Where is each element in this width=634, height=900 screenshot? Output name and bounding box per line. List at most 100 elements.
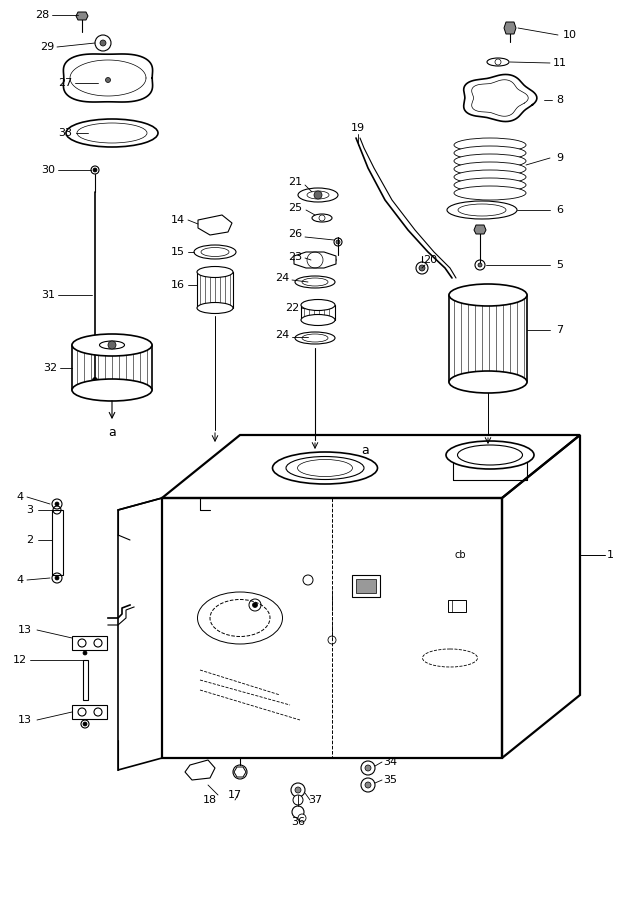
Circle shape	[252, 602, 257, 608]
Polygon shape	[504, 22, 516, 34]
Ellipse shape	[454, 186, 526, 200]
Text: 9: 9	[557, 153, 564, 163]
Circle shape	[365, 782, 371, 788]
Text: 34: 34	[383, 757, 397, 767]
Text: 5: 5	[557, 260, 564, 270]
Text: 13: 13	[18, 715, 32, 725]
Circle shape	[83, 722, 87, 726]
Text: 21: 21	[288, 177, 302, 187]
Ellipse shape	[197, 302, 233, 313]
Circle shape	[478, 263, 482, 267]
Ellipse shape	[446, 441, 534, 469]
Bar	[356, 579, 376, 593]
Circle shape	[298, 814, 306, 822]
Ellipse shape	[454, 170, 526, 184]
Text: 26: 26	[288, 229, 302, 239]
Text: 18: 18	[203, 795, 217, 805]
Text: 4: 4	[16, 575, 23, 585]
Ellipse shape	[301, 300, 335, 310]
Text: 13: 13	[18, 625, 32, 635]
Circle shape	[293, 795, 303, 805]
Polygon shape	[234, 767, 246, 777]
Text: a: a	[108, 426, 116, 438]
Text: 33: 33	[58, 128, 72, 138]
Text: 29: 29	[40, 42, 54, 52]
Polygon shape	[294, 252, 336, 268]
Text: 11: 11	[553, 58, 567, 68]
Text: 3: 3	[27, 505, 34, 515]
Circle shape	[295, 787, 301, 793]
Text: 31: 31	[41, 290, 55, 300]
Text: 15: 15	[171, 247, 185, 257]
Polygon shape	[76, 12, 88, 20]
Bar	[72, 636, 107, 650]
Circle shape	[292, 806, 304, 818]
Text: 12: 12	[13, 655, 27, 665]
Ellipse shape	[454, 154, 526, 168]
Text: cb: cb	[454, 550, 466, 560]
Bar	[83, 660, 88, 700]
Ellipse shape	[298, 188, 338, 202]
Text: 25: 25	[288, 203, 302, 213]
Circle shape	[83, 651, 87, 655]
Text: 7: 7	[557, 325, 564, 335]
Ellipse shape	[312, 214, 332, 222]
Ellipse shape	[72, 379, 152, 401]
Ellipse shape	[273, 452, 377, 484]
Polygon shape	[185, 760, 215, 780]
Circle shape	[233, 765, 247, 779]
Circle shape	[365, 765, 371, 771]
Text: 10: 10	[563, 30, 577, 40]
Text: 32: 32	[43, 363, 57, 373]
Polygon shape	[198, 215, 232, 235]
Text: 1: 1	[607, 550, 614, 560]
Text: 37: 37	[308, 795, 322, 805]
Ellipse shape	[294, 254, 336, 266]
Circle shape	[108, 341, 116, 349]
Circle shape	[291, 783, 305, 797]
Ellipse shape	[454, 178, 526, 192]
Circle shape	[93, 168, 97, 172]
Circle shape	[100, 40, 106, 46]
Text: 6: 6	[557, 205, 564, 215]
Text: 28: 28	[35, 10, 49, 20]
Circle shape	[55, 576, 59, 580]
Text: 22: 22	[285, 303, 299, 313]
Circle shape	[419, 265, 425, 271]
Text: 16: 16	[171, 280, 185, 290]
Text: 27: 27	[58, 78, 72, 88]
Ellipse shape	[454, 162, 526, 176]
Text: 20: 20	[423, 255, 437, 265]
Ellipse shape	[295, 276, 335, 288]
Text: 8: 8	[557, 95, 564, 105]
Ellipse shape	[449, 371, 527, 393]
Ellipse shape	[454, 138, 526, 152]
Bar	[352, 575, 380, 597]
Circle shape	[361, 778, 375, 792]
Ellipse shape	[301, 314, 335, 326]
Circle shape	[361, 761, 375, 775]
Ellipse shape	[100, 341, 124, 349]
Text: 19: 19	[351, 123, 365, 133]
Text: 36: 36	[291, 817, 305, 827]
Bar	[72, 705, 107, 719]
Text: a: a	[361, 444, 369, 456]
Polygon shape	[474, 225, 486, 234]
Bar	[52, 510, 63, 575]
Text: 30: 30	[41, 165, 55, 175]
Ellipse shape	[449, 284, 527, 306]
Ellipse shape	[194, 245, 236, 259]
Text: 14: 14	[171, 215, 185, 225]
Text: 35: 35	[383, 775, 397, 785]
Text: 23: 23	[288, 252, 302, 262]
Text: 2: 2	[27, 535, 34, 545]
Ellipse shape	[454, 146, 526, 160]
Circle shape	[55, 502, 59, 506]
Circle shape	[237, 769, 243, 775]
Ellipse shape	[295, 332, 335, 344]
Text: 17: 17	[228, 790, 242, 800]
Bar	[448, 600, 466, 612]
Ellipse shape	[72, 334, 152, 356]
Circle shape	[314, 191, 322, 199]
Circle shape	[336, 240, 340, 244]
